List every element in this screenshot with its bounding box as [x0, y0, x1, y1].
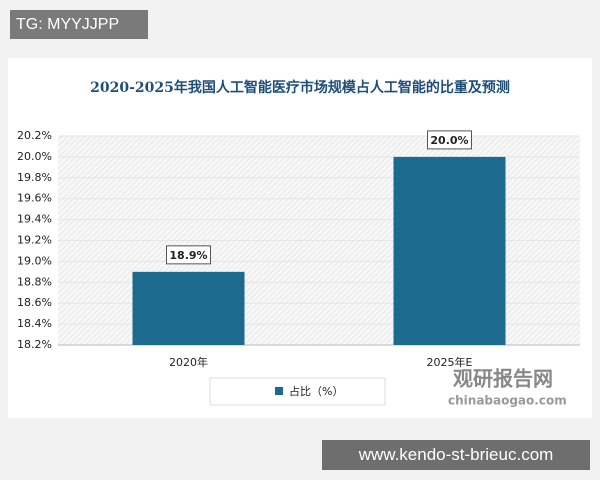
value-label-box — [427, 130, 472, 150]
x-tick-label: 2025年E — [427, 355, 473, 369]
y-tick-label: 18.4% — [17, 317, 52, 330]
bar — [393, 156, 506, 345]
y-tick-label: 20.2% — [17, 129, 52, 142]
watermark-site: chinabaogao.com — [448, 394, 567, 408]
y-tick-label: 19.6% — [17, 192, 52, 205]
value-label: 18.9% — [169, 249, 207, 262]
y-tick-label: 19.0% — [17, 254, 52, 267]
y-tick-label: 18.6% — [17, 296, 52, 309]
y-tick-label: 18.8% — [17, 275, 52, 288]
value-label: 20.0% — [430, 134, 468, 147]
legend-swatch — [275, 387, 283, 395]
y-tick-label: 19.2% — [17, 234, 52, 247]
y-tick-label: 18.2% — [17, 338, 52, 351]
value-label-box — [166, 245, 211, 265]
y-tick-label: 20.0% — [17, 150, 52, 163]
legend — [209, 377, 386, 406]
x-tick-label: 2020年 — [169, 355, 208, 369]
bar — [132, 271, 245, 345]
overlay-url: www.kendo-st-brieuc.com — [322, 440, 590, 470]
overlay-tag: TG: MYYJJPP — [10, 10, 148, 39]
chart-title: 2020-2025年我国人工智能医疗市场规模占人工智能的比重及预测 — [90, 80, 510, 96]
legend-label: 占比（%） — [289, 384, 343, 398]
y-tick-label: 19.8% — [17, 171, 52, 184]
y-tick-label: 19.4% — [17, 213, 52, 226]
watermark-brand: 观研报告网 — [453, 367, 553, 391]
